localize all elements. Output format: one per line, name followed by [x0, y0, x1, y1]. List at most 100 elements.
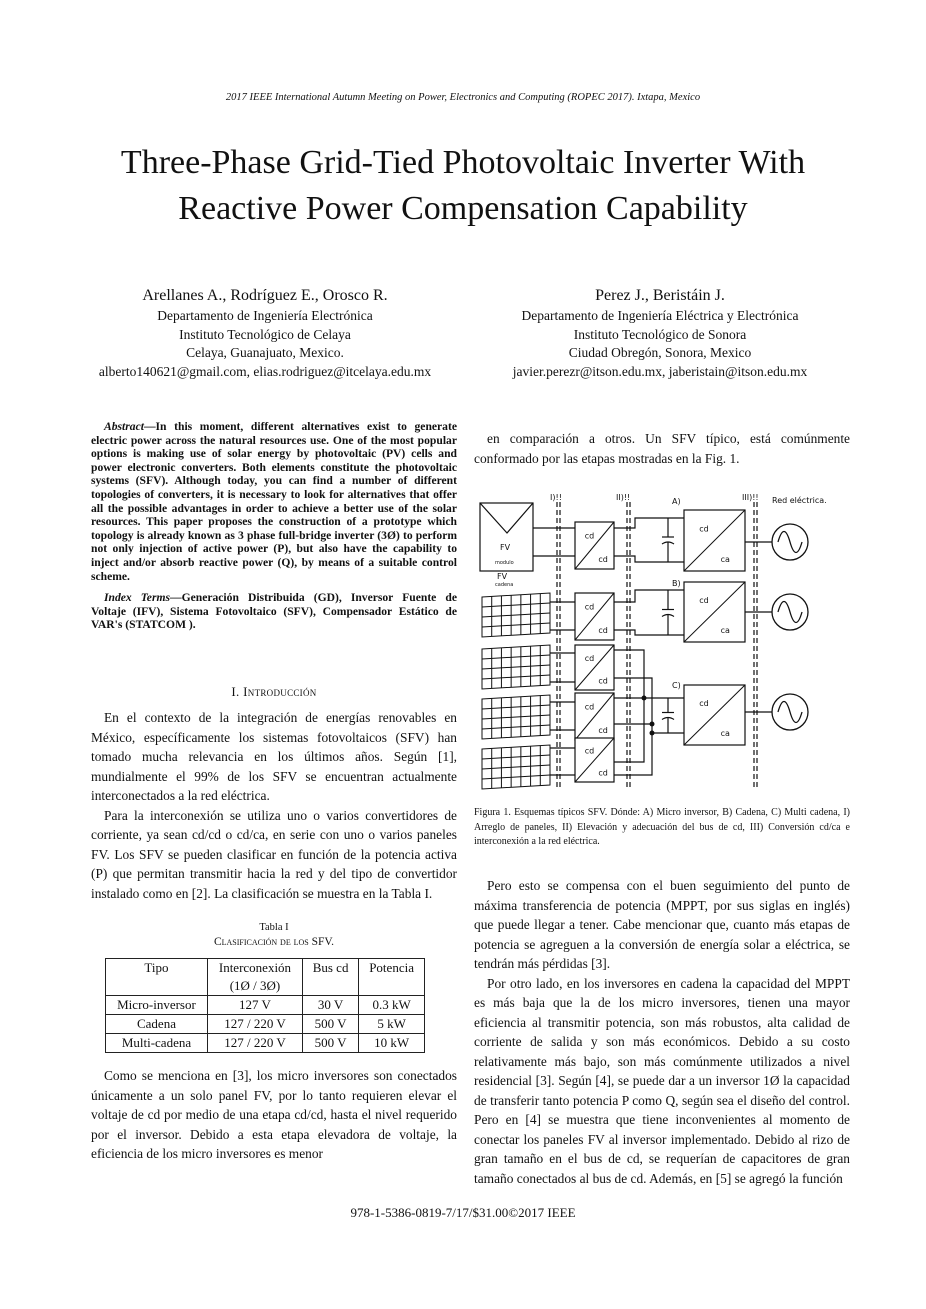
label-b: B)	[672, 579, 681, 588]
section-heading: I. Introducción	[231, 684, 317, 699]
header-cell: Interconexión (1Ø / 3Ø)	[206, 958, 303, 996]
pv-panel-array-icon	[481, 592, 551, 638]
converter-label: ca	[721, 626, 730, 635]
author-inst: Instituto Tecnológico de Sonora	[573, 326, 747, 342]
modulo-label: modulo	[495, 560, 514, 566]
pv-panel-array-icon	[481, 644, 551, 690]
capacitor-icon	[661, 518, 675, 562]
table-caption: Tabla I Clasificación de los SFV.	[91, 921, 457, 949]
author-email: javier.perezr@itson.edu.mx, jaberistain@…	[512, 363, 808, 379]
title-line-2: Reactive Power Compensation Capability	[178, 190, 748, 227]
junction-dots	[641, 695, 655, 736]
author-block-2: Perez J., Beristáin J. Departamento de I…	[455, 285, 865, 381]
classification-table: Tipo Interconexión (1Ø / 3Ø) Bus cd Poten…	[105, 958, 425, 1053]
converter-label: cd	[598, 768, 607, 777]
label-a: A)	[672, 497, 681, 506]
right-text: Pero esto se compensa con el buen seguim…	[474, 876, 850, 1188]
table-header-row: Tipo Interconexión (1Ø / 3Ø) Bus cd Poten…	[105, 958, 425, 996]
paragraph: Pero esto se compensa con el buen seguim…	[474, 878, 850, 971]
fv-label: FV	[500, 543, 511, 552]
cell: Cadena	[105, 1014, 208, 1034]
table-label: Tabla I	[259, 922, 289, 933]
cell: 0.3 kW	[358, 995, 425, 1015]
ac-grid-source-icon	[771, 593, 809, 631]
figure-caption: Figura 1. Esquemas típicos SFV. Dónde: A…	[474, 807, 850, 847]
converter-label: cd	[699, 524, 708, 533]
dc-ac-inverter-block: cd ca	[683, 684, 746, 746]
ac-grid-source-icon	[771, 693, 809, 731]
abstract-label: Abstract	[104, 420, 144, 433]
cell: 500 V	[301, 1033, 360, 1053]
stage-label-3: III)!!	[742, 493, 759, 502]
converter-label: ca	[721, 555, 730, 564]
author-email: alberto140621@gmail.com, elias.rodriguez…	[98, 363, 432, 379]
abstract: Abstract—In this moment, different alter…	[91, 420, 457, 640]
dc-dc-converter-block: cd cd	[574, 592, 615, 641]
paragraph: Para la interconexión se utiliza uno o v…	[91, 807, 457, 901]
capacitor-icon	[661, 698, 675, 733]
cell: 10 kW	[358, 1033, 425, 1053]
converter-label: cd	[585, 702, 594, 711]
header-cell: Bus cd	[301, 958, 360, 996]
label-c: C)	[672, 681, 681, 690]
converter-label: cd	[585, 602, 594, 611]
right-intro: en comparación a otros. Un SFV típico, e…	[474, 429, 850, 468]
author-city: Ciudad Obregón, Sonora, Mexico	[568, 345, 752, 360]
cell: Micro-inversor	[105, 995, 208, 1015]
converter-label: cd	[598, 626, 607, 635]
header-cell: Tipo	[105, 958, 208, 996]
paragraph: en comparación a otros. Un SFV típico, e…	[474, 431, 850, 466]
intro-text: En el contexto de la integración de ener…	[91, 708, 457, 903]
dc-dc-converter-block: cd cd	[574, 521, 615, 570]
author-city: Celaya, Guanajuato, Mexico.	[186, 345, 344, 360]
capacitor-icon	[661, 590, 675, 635]
paragraph: Por otro lado, en los inversores en cade…	[474, 975, 850, 1186]
author-names: Arellanes A., Rodríguez E., Orosco R.	[142, 287, 388, 304]
cell: 500 V	[301, 1014, 360, 1034]
fv-label: FV	[497, 572, 508, 581]
index-terms-label: Index Terms	[104, 591, 170, 605]
table-row: Multi-cadena 127 / 220 V 500 V 10 kW	[105, 1033, 425, 1053]
paper-title: Three-Phase Grid-Tied Photovoltaic Inver…	[0, 140, 926, 232]
ac-grid-source-icon	[771, 523, 809, 561]
converter-label: cd	[598, 676, 607, 685]
copyright-footer: 978-1-5386-0819-7/17/$31.00©2017 IEEE	[350, 1205, 576, 1220]
header-subtext: (1Ø / 3Ø)	[229, 978, 281, 993]
pv-panel-array-icon	[481, 694, 551, 740]
cadena-label: cadena	[495, 582, 513, 588]
cell: 127 / 220 V	[206, 1033, 303, 1053]
dc-dc-converter-block: cd cd	[574, 644, 615, 691]
paragraph: En el contexto de la integración de ener…	[91, 710, 457, 803]
author-dept: Departamento de Ingeniería Electrónica	[157, 308, 373, 323]
author-block-1: Arellanes A., Rodríguez E., Orosco R. De…	[60, 285, 470, 381]
cell: 127 V	[206, 995, 303, 1015]
title-line-1: Three-Phase Grid-Tied Photovoltaic Inver…	[120, 144, 806, 181]
stage-label-2: II)!!	[616, 493, 630, 502]
dc-dc-converter-block: cd cd	[574, 737, 615, 783]
table-title: Clasificación de los SFV.	[213, 936, 335, 948]
grid-label: Red eléctrica.	[772, 495, 827, 505]
converter-label: cd	[585, 746, 594, 755]
table-row: Micro-inversor 127 V 30 V 0.3 kW	[105, 995, 425, 1015]
dc-dc-converter-block: cd cd	[574, 692, 615, 741]
converter-label: cd	[585, 531, 594, 540]
converter-label: ca	[721, 729, 730, 738]
paragraph: Como se menciona en [3], los micro inver…	[91, 1068, 457, 1161]
cell: 30 V	[301, 995, 360, 1015]
converter-label: cd	[699, 596, 708, 605]
converter-label: cd	[598, 726, 607, 735]
stage-label-1: I)!!	[550, 493, 562, 502]
author-inst: Instituto Tecnológico de Celaya	[179, 326, 351, 342]
dc-ac-inverter-block: cd ca	[683, 509, 746, 572]
index-terms-text: —Generación Distribuida (GD), Inversor F…	[91, 591, 457, 632]
paragraph-block: Como se menciona en [3], los micro inver…	[91, 1066, 457, 1164]
converter-label: cd	[598, 555, 607, 564]
cell: Multi-cadena	[105, 1033, 208, 1053]
converter-label: cd	[585, 654, 594, 663]
cell: 5 kW	[358, 1014, 425, 1034]
converter-label: cd	[699, 699, 708, 708]
dc-ac-inverter-block: cd ca	[683, 581, 746, 643]
pv-module-icon	[479, 502, 534, 572]
figure-1-diagram: cd cd cd cd cd cd cd cd cd cd cd ca cd ca cd ca I)!! II…	[479, 493, 827, 790]
